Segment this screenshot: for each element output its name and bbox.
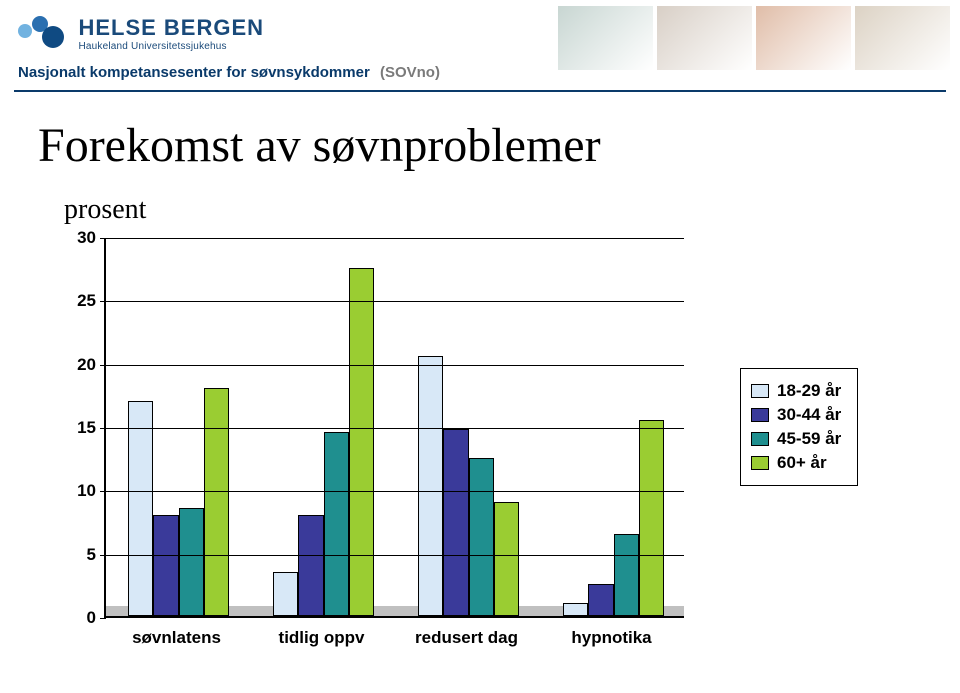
logo-main: HELSE BERGEN	[78, 15, 264, 41]
chart-bar	[324, 432, 349, 616]
chart-gridline	[106, 491, 684, 492]
photo-thumbnail	[855, 6, 950, 70]
header: HELSE BERGEN Haukeland Universitetssjuke…	[0, 0, 960, 90]
y-tick	[100, 491, 106, 492]
legend-swatch	[751, 432, 769, 446]
y-tick-label: 25	[58, 291, 96, 311]
legend-label: 45-59 år	[777, 429, 841, 449]
subtitle-suffix: (SOVno)	[380, 64, 440, 81]
chart-gridline	[106, 238, 684, 239]
chart-bar	[469, 458, 494, 616]
x-tick-label: tidlig oppv	[279, 628, 365, 648]
legend-swatch	[751, 384, 769, 398]
legend-label: 30-44 år	[777, 405, 841, 425]
chart-bar	[563, 603, 588, 616]
logo-mark	[18, 14, 68, 52]
chart-bar	[639, 420, 664, 616]
chart-gridline	[106, 365, 684, 366]
chart-legend: 18-29 år 30-44 år 45-59 år 60+ år	[740, 368, 858, 486]
y-tick	[100, 428, 106, 429]
header-subtitle: Nasjonalt kompetansesenter for søvnsykdo…	[18, 64, 440, 81]
x-tick-label: hypnotika	[571, 628, 651, 648]
chart-bar	[588, 584, 613, 616]
photo-thumbnail	[558, 6, 653, 70]
chart-bar	[418, 356, 443, 616]
x-tick-label: redusert dag	[415, 628, 518, 648]
x-axis-labels: søvnlatens tidlig oppv redusert dag hypnoti…	[104, 628, 684, 658]
y-tick	[100, 238, 106, 239]
subtitle-main: Nasjonalt kompetansesenter for søvnsykdo…	[18, 64, 370, 81]
chart-bar	[494, 502, 519, 616]
chart-bar	[204, 388, 229, 616]
legend-item: 60+ år	[751, 453, 841, 473]
y-tick-label: 5	[58, 545, 96, 565]
header-divider	[14, 90, 946, 92]
legend-label: 60+ år	[777, 453, 827, 473]
legend-item: 45-59 år	[751, 429, 841, 449]
logo: HELSE BERGEN Haukeland Universitetssjuke…	[18, 14, 264, 52]
photo-thumbnail	[756, 6, 851, 70]
legend-item: 18-29 år	[751, 381, 841, 401]
chart-gridline	[106, 555, 684, 556]
y-tick	[100, 301, 106, 302]
y-tick-label: 10	[58, 481, 96, 501]
y-tick-label: 15	[58, 418, 96, 438]
logo-text: HELSE BERGEN Haukeland Universitetssjuke…	[78, 15, 264, 52]
y-tick	[100, 555, 106, 556]
bar-chart: 051015202530 søvnlatenstidlig oppvreduse…	[58, 238, 698, 668]
chart-plot-area	[104, 238, 684, 618]
y-tick-label: 0	[58, 608, 96, 628]
legend-label: 18-29 år	[777, 381, 841, 401]
chart-bar	[153, 515, 178, 616]
chart-bar	[179, 508, 204, 616]
chart-gridline	[106, 428, 684, 429]
y-axis-labels: 051015202530	[58, 238, 96, 618]
chart-bar	[443, 429, 468, 616]
chart-gridline	[106, 301, 684, 302]
photo-strip	[558, 6, 950, 70]
logo-sub: Haukeland Universitetssjukehus	[78, 41, 264, 52]
photo-thumbnail	[657, 6, 752, 70]
chart-bar	[128, 401, 153, 616]
y-tick-label: 20	[58, 355, 96, 375]
y-tick	[100, 618, 106, 619]
chart-y-title: prosent	[64, 194, 146, 226]
y-tick	[100, 365, 106, 366]
legend-item: 30-44 år	[751, 405, 841, 425]
chart-bar	[298, 515, 323, 616]
y-tick-label: 30	[58, 228, 96, 248]
bars-canvas	[106, 238, 684, 616]
chart-bar	[349, 268, 374, 616]
legend-swatch	[751, 408, 769, 422]
chart-bar	[273, 572, 298, 616]
chart-bar	[614, 534, 639, 616]
legend-swatch	[751, 456, 769, 470]
page-title: Forekomst av søvnproblemer	[38, 118, 601, 173]
x-tick-label: søvnlatens	[132, 628, 221, 648]
